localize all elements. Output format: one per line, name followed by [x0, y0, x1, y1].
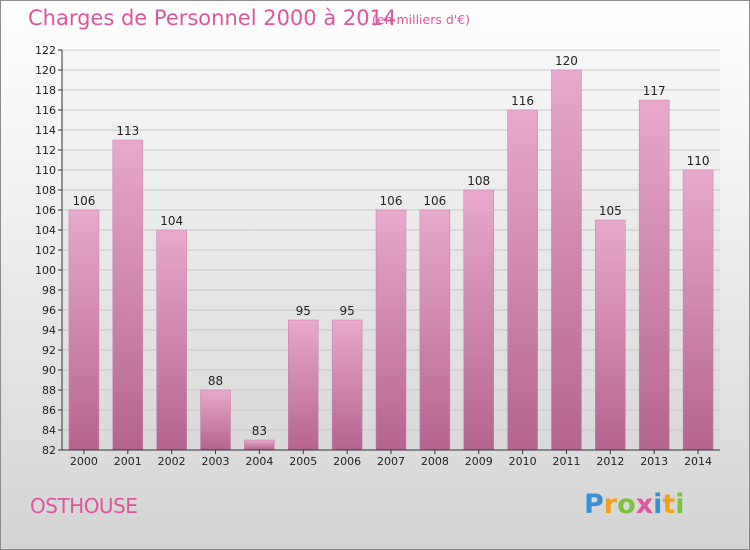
bar-2001: [112, 139, 144, 451]
x-tick-label-2011: 2011: [552, 455, 580, 468]
data-label-2012: 105: [599, 204, 622, 218]
x-tick-label-2010: 2010: [509, 455, 537, 468]
bar-2006: [331, 319, 363, 451]
y-tick-label: 84: [42, 424, 56, 437]
data-label-2009: 108: [467, 174, 490, 188]
y-tick-label: 94: [42, 324, 56, 337]
x-tick-label-2009: 2009: [465, 455, 493, 468]
y-tick-label: 82: [42, 444, 56, 457]
x-tick-label-2006: 2006: [333, 455, 361, 468]
bar-2009: [463, 189, 494, 451]
y-tick-label: 116: [35, 104, 56, 117]
bar-2013: [638, 99, 670, 451]
x-tick-label-2005: 2005: [289, 455, 317, 468]
x-tick-label-2008: 2008: [421, 455, 449, 468]
data-label-2011: 120: [555, 54, 578, 68]
data-label-2005: 95: [296, 304, 311, 318]
bar-2007: [375, 209, 407, 451]
bar-2003: [200, 389, 231, 451]
data-label-2001: 113: [116, 124, 139, 138]
bar-2000: [68, 209, 100, 451]
y-tick-label: 118: [35, 84, 56, 97]
x-tick-label-2002: 2002: [158, 455, 186, 468]
data-label-2010: 116: [511, 94, 534, 108]
y-tick-label: 122: [35, 44, 56, 57]
y-tick-label: 114: [35, 124, 56, 137]
y-tick-label: 88: [42, 384, 56, 397]
x-tick-label-2004: 2004: [245, 455, 273, 468]
commune-name: OSTHOUSE: [30, 494, 138, 518]
y-tick-label: 98: [42, 284, 56, 297]
x-tick-label-2003: 2003: [202, 455, 230, 468]
bar-2008: [419, 209, 451, 451]
chart-subtitle: (en milliers d'€): [372, 12, 471, 27]
bar-2004: [244, 439, 275, 451]
data-label-2006: 95: [339, 304, 354, 318]
y-tick-label: 110: [35, 164, 56, 177]
bar-2010: [507, 109, 538, 451]
bar-2005: [288, 319, 319, 451]
data-label-2007: 106: [380, 194, 403, 208]
data-label-2008: 106: [423, 194, 446, 208]
data-label-2000: 106: [72, 194, 95, 208]
y-tick-label: 120: [35, 64, 56, 77]
bar-2002: [156, 229, 187, 451]
x-axis-ticks: 2000 2001 2002 2003 2004 2005 2006 2007 2008 2009…: [70, 450, 712, 468]
y-tick-label: 108: [35, 184, 56, 197]
proxiti-logo[interactable]: Proxiti: [584, 489, 685, 520]
data-label-2002: 104: [160, 214, 183, 228]
bars: [68, 69, 714, 451]
bar-2012: [595, 219, 626, 451]
bar-2014: [682, 169, 714, 451]
x-tick-label-2013: 2013: [640, 455, 668, 468]
y-axis-ticks: 82 84 86 88 90 92 94 96 98 100 102 104 106 108 110 112 1…: [35, 44, 62, 457]
y-tick-label: 90: [42, 364, 56, 377]
data-label-2004: 83: [252, 424, 267, 438]
x-tick-label-2000: 2000: [70, 455, 98, 468]
y-tick-label: 96: [42, 304, 56, 317]
data-labels: 106 113 104 88 83 95 95 106 106 108 116 120 105 117 11…: [72, 54, 709, 438]
bar-2011: [551, 69, 582, 451]
y-tick-label: 86: [42, 404, 56, 417]
x-tick-label-2012: 2012: [596, 455, 624, 468]
chart-title: Charges de Personnel 2000 à 2014: [28, 6, 397, 30]
data-label-2013: 117: [643, 84, 666, 98]
x-tick-label-2007: 2007: [377, 455, 405, 468]
y-tick-label: 106: [35, 204, 56, 217]
y-tick-label: 102: [35, 244, 56, 257]
y-tick-label: 112: [35, 144, 56, 157]
x-tick-label-2001: 2001: [114, 455, 142, 468]
y-tick-label: 92: [42, 344, 56, 357]
y-tick-label: 104: [35, 224, 56, 237]
data-label-2003: 88: [208, 374, 223, 388]
data-label-2014: 110: [687, 154, 710, 168]
y-tick-label: 100: [35, 264, 56, 277]
x-tick-label-2014: 2014: [684, 455, 712, 468]
